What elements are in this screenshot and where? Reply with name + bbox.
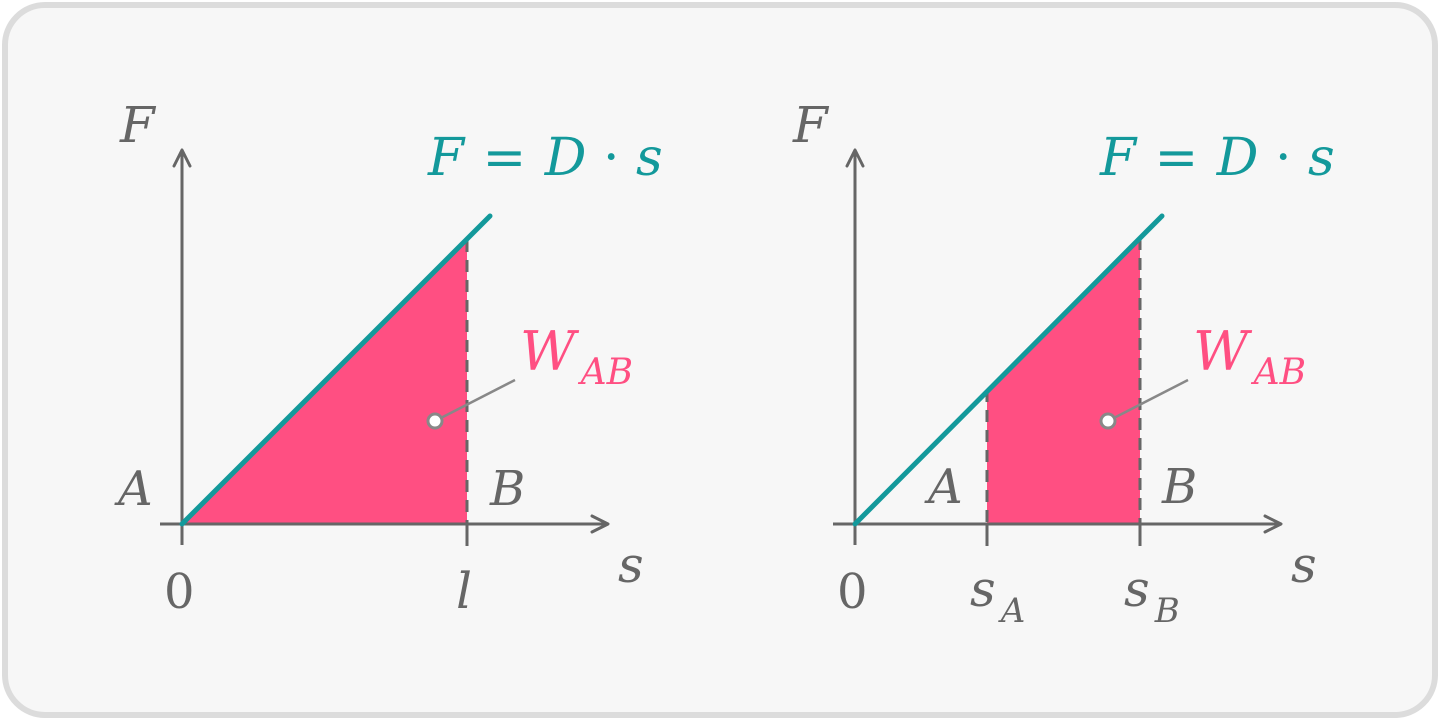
right-tick-sb-label: s B <box>1124 560 1180 631</box>
left-pointer-line <box>434 378 516 423</box>
right-pointer-dot <box>1099 412 1117 430</box>
left-eq-equals: = <box>483 128 527 188</box>
right-force-line <box>852 213 1165 527</box>
left-y-axis-label: F <box>119 96 157 154</box>
right-tick-sa-sub: A <box>998 591 1026 631</box>
left-work-label: W AB <box>520 320 633 393</box>
right-tick-sa-label: s A <box>970 560 1025 631</box>
left-pointer-dot <box>426 412 444 430</box>
right-eq-d: D <box>1216 128 1259 188</box>
right-pointer-line <box>1107 378 1189 423</box>
right-panel: F s F = D · s W AB A B 0 s A s B <box>792 96 1335 631</box>
right-tick-sb-main: s <box>1124 560 1150 618</box>
right-y-axis-label: F <box>792 96 830 154</box>
right-eq-lhs: F <box>1099 128 1138 188</box>
right-eq-dot: · <box>1275 128 1292 188</box>
left-eq-dot: · <box>603 128 620 188</box>
right-point-b: B <box>1161 459 1197 515</box>
left-equation: F = D · s <box>427 128 663 188</box>
left-work-label-sub: AB <box>578 352 633 393</box>
right-work-area <box>987 238 1140 524</box>
left-eq-s: s <box>636 128 663 188</box>
left-panel: F s F = D · s W AB A B 0 l <box>114 96 663 620</box>
right-x-axis-label: s <box>1291 536 1317 594</box>
left-eq-d: D <box>544 128 587 188</box>
left-point-b: B <box>489 461 525 517</box>
right-work-label-main: W <box>1193 320 1253 383</box>
right-work-label-sub: AB <box>1251 352 1306 393</box>
right-equation: F = D · s <box>1099 128 1335 188</box>
left-force-line <box>179 213 493 527</box>
right-tick-sa-main: s <box>970 560 996 618</box>
left-origin-label: 0 <box>164 564 195 620</box>
left-eq-lhs: F <box>427 128 466 188</box>
right-origin-label: 0 <box>837 564 868 620</box>
left-tick-l-label: l <box>456 562 472 620</box>
left-point-a: A <box>114 461 153 517</box>
right-eq-equals: = <box>1155 128 1199 188</box>
right-work-label: W AB <box>1193 320 1306 393</box>
right-point-a: A <box>924 459 963 515</box>
left-work-label-main: W <box>520 320 580 383</box>
left-x-axis-label: s <box>618 536 644 594</box>
right-tick-sb-sub: B <box>1154 591 1180 631</box>
right-eq-s: s <box>1308 128 1335 188</box>
